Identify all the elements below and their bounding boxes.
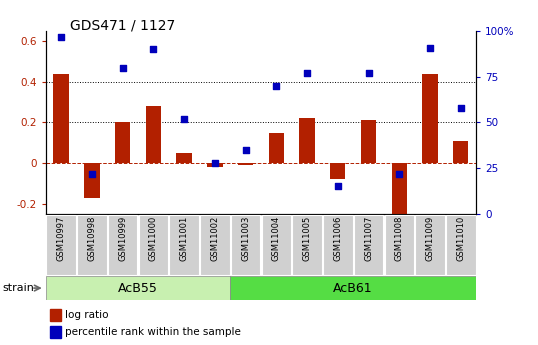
FancyBboxPatch shape xyxy=(292,215,322,275)
Point xyxy=(456,105,465,111)
Point xyxy=(334,184,342,189)
Bar xyxy=(84,163,100,198)
Text: GSM11004: GSM11004 xyxy=(272,216,281,261)
Point xyxy=(303,70,312,76)
FancyBboxPatch shape xyxy=(231,215,260,275)
Text: GSM10999: GSM10999 xyxy=(118,216,127,261)
Bar xyxy=(50,309,61,321)
Bar xyxy=(53,74,69,163)
FancyBboxPatch shape xyxy=(446,215,476,275)
FancyBboxPatch shape xyxy=(46,215,76,275)
Point xyxy=(57,34,66,39)
Bar xyxy=(330,163,345,179)
Text: GSM11002: GSM11002 xyxy=(210,216,220,261)
Text: GSM11008: GSM11008 xyxy=(395,216,404,261)
Bar xyxy=(268,132,284,163)
FancyBboxPatch shape xyxy=(169,215,199,275)
Bar xyxy=(453,141,469,163)
FancyBboxPatch shape xyxy=(415,215,445,275)
Bar xyxy=(207,163,223,167)
Bar xyxy=(176,153,192,163)
Text: GSM11000: GSM11000 xyxy=(149,216,158,261)
Bar xyxy=(238,163,253,165)
FancyBboxPatch shape xyxy=(230,276,476,300)
Text: GDS471 / 1127: GDS471 / 1127 xyxy=(70,19,175,33)
Text: GSM11001: GSM11001 xyxy=(180,216,189,261)
Point xyxy=(364,70,373,76)
FancyBboxPatch shape xyxy=(77,215,107,275)
FancyBboxPatch shape xyxy=(108,215,137,275)
Text: AcB61: AcB61 xyxy=(334,282,373,295)
Text: GSM11006: GSM11006 xyxy=(333,216,342,261)
Bar xyxy=(146,106,161,163)
Point xyxy=(149,47,158,52)
Text: GSM11007: GSM11007 xyxy=(364,216,373,261)
Bar xyxy=(392,163,407,214)
Text: AcB55: AcB55 xyxy=(118,282,158,295)
Text: log ratio: log ratio xyxy=(65,310,109,320)
Bar xyxy=(50,326,61,338)
Bar xyxy=(361,120,376,163)
Point xyxy=(88,171,96,176)
Point xyxy=(241,147,250,152)
Point xyxy=(118,65,127,70)
Text: GSM11010: GSM11010 xyxy=(456,216,465,261)
Point xyxy=(180,116,188,121)
FancyBboxPatch shape xyxy=(46,276,230,300)
FancyBboxPatch shape xyxy=(139,215,168,275)
Text: strain: strain xyxy=(3,283,34,293)
Text: GSM11009: GSM11009 xyxy=(426,216,435,261)
Text: GSM11003: GSM11003 xyxy=(241,216,250,261)
Point xyxy=(210,160,219,166)
FancyBboxPatch shape xyxy=(323,215,352,275)
Bar xyxy=(422,74,438,163)
Text: GSM10998: GSM10998 xyxy=(87,216,96,261)
FancyBboxPatch shape xyxy=(385,215,414,275)
Text: percentile rank within the sample: percentile rank within the sample xyxy=(65,327,241,337)
FancyBboxPatch shape xyxy=(354,215,383,275)
Text: GSM10997: GSM10997 xyxy=(56,216,66,261)
Bar xyxy=(299,118,315,163)
Point xyxy=(395,171,404,176)
FancyBboxPatch shape xyxy=(200,215,230,275)
Point xyxy=(272,83,281,89)
Point xyxy=(426,45,434,50)
FancyBboxPatch shape xyxy=(261,215,291,275)
Text: GSM11005: GSM11005 xyxy=(302,216,312,261)
Bar xyxy=(115,122,130,163)
